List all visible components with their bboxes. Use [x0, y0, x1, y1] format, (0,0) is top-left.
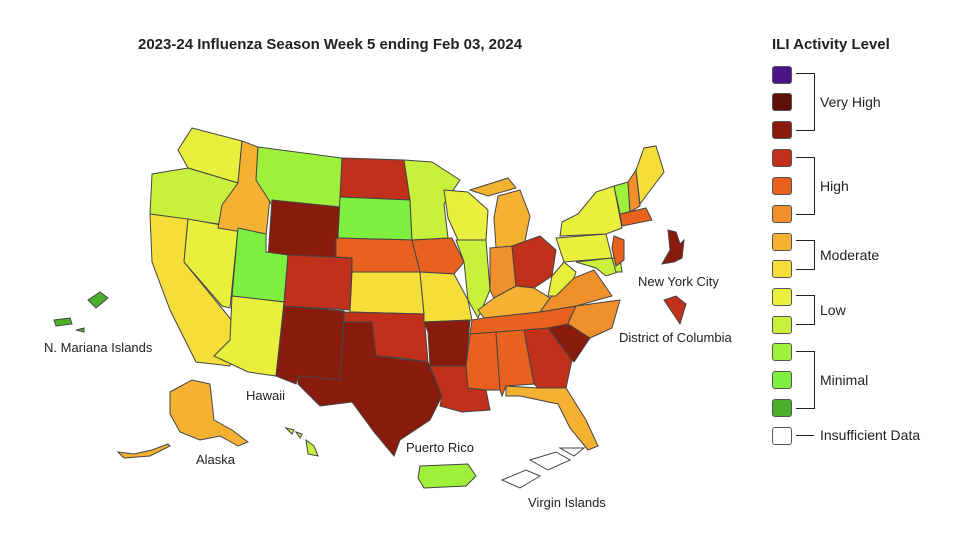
- state-ar[interactable]: [423, 319, 471, 367]
- inset-nyc[interactable]: [661, 229, 685, 265]
- us-flu-map: New York City District of Columbia N. Ma…: [44, 127, 732, 510]
- legend-label-minimal: Minimal: [820, 372, 869, 388]
- legend-swatch-insufficient: [772, 427, 792, 445]
- insufficient-connector: [796, 435, 814, 436]
- state-hi[interactable]: [284, 427, 319, 457]
- legend-swatch: [772, 205, 792, 223]
- legend-label-high: High: [820, 178, 849, 194]
- state-ms[interactable]: [465, 331, 501, 391]
- state-sd[interactable]: [337, 196, 413, 241]
- state-mt[interactable]: [255, 146, 343, 211]
- label-dc: District of Columbia: [619, 330, 732, 345]
- state-nm[interactable]: [275, 305, 345, 385]
- legend-label-very-high: Very High: [820, 94, 881, 110]
- map-title: 2023-24 Influenza Season Week 5 ending F…: [138, 36, 523, 53]
- label-virgin-islands: Virgin Islands: [528, 495, 606, 510]
- state-mn[interactable]: [403, 159, 461, 241]
- state-ak[interactable]: [169, 379, 250, 447]
- state-il[interactable]: [455, 239, 491, 320]
- state-wy[interactable]: [267, 199, 341, 263]
- legend-swatch: [772, 371, 792, 389]
- territory-vi[interactable]: [500, 447, 586, 489]
- bracket-very-high: [796, 73, 815, 131]
- legend-swatch: [772, 66, 792, 84]
- state-ia[interactable]: [411, 237, 465, 275]
- legend-label-insufficient: Insufficient Data: [820, 427, 921, 443]
- state-co[interactable]: [283, 254, 353, 311]
- legend-swatch: [772, 177, 792, 195]
- state-me[interactable]: [635, 145, 665, 206]
- legend-swatch: [772, 288, 792, 306]
- state-nj[interactable]: [611, 235, 625, 267]
- legend-swatch: [772, 149, 792, 167]
- legend-swatch: [772, 260, 792, 278]
- legend-swatch: [772, 316, 792, 334]
- legend-swatch: [772, 343, 792, 361]
- label-nyc: New York City: [638, 274, 719, 289]
- label-hawaii: Hawaii: [246, 388, 285, 403]
- legend-label-low: Low: [820, 302, 846, 318]
- bracket-moderate: [796, 240, 815, 270]
- legend-label-moderate: Moderate: [820, 247, 880, 263]
- state-ma[interactable]: [619, 207, 653, 227]
- state-tx[interactable]: [297, 321, 443, 457]
- label-mariana: N. Mariana Islands: [44, 340, 153, 355]
- legend: ILI Activity Level: [772, 36, 972, 63]
- legend-swatch: [772, 121, 792, 139]
- state-pa[interactable]: [555, 233, 613, 263]
- state-ks[interactable]: [349, 271, 425, 315]
- state-oh[interactable]: [511, 235, 557, 289]
- inset-dc[interactable]: [663, 295, 687, 326]
- state-mo[interactable]: [419, 271, 473, 323]
- bracket-minimal: [796, 351, 815, 409]
- state-wi[interactable]: [443, 189, 489, 241]
- label-puerto-rico: Puerto Rico: [406, 440, 474, 455]
- legend-swatch: [772, 233, 792, 251]
- state-fl[interactable]: [505, 385, 599, 451]
- bracket-high: [796, 157, 815, 215]
- state-ak-aleutians: [116, 443, 171, 459]
- state-md[interactable]: [575, 257, 619, 277]
- territory-pr[interactable]: [417, 463, 477, 489]
- legend-title: ILI Activity Level: [772, 36, 890, 53]
- bracket-low: [796, 295, 815, 325]
- state-sc[interactable]: [547, 323, 591, 363]
- state-ny[interactable]: [559, 185, 623, 237]
- legend-swatch: [772, 93, 792, 111]
- label-alaska: Alaska: [196, 452, 236, 467]
- territory-mariana[interactable]: [53, 291, 109, 333]
- state-nd[interactable]: [339, 157, 411, 201]
- legend-swatch: [772, 399, 792, 417]
